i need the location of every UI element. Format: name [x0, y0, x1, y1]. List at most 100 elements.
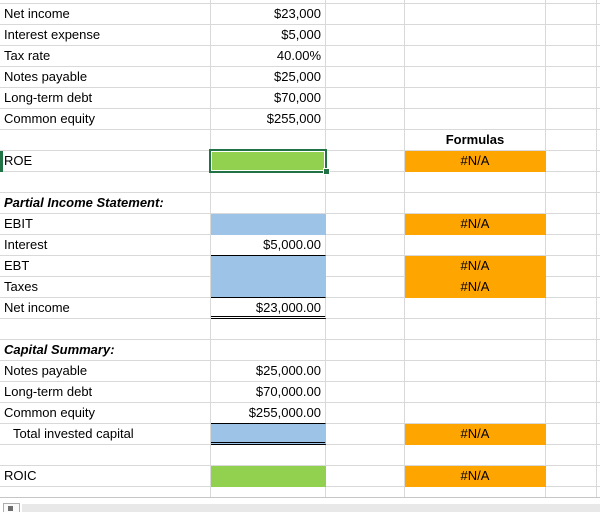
empty-cell[interactable] — [546, 109, 597, 130]
empty-cell[interactable] — [326, 25, 405, 46]
empty-cell[interactable] — [546, 340, 597, 361]
label-cell-long-term-debt[interactable]: Long-term debt — [0, 88, 211, 109]
roic-formula-cell[interactable]: #N/A — [405, 466, 546, 487]
empty-cell[interactable] — [211, 319, 326, 340]
empty-cell[interactable] — [597, 340, 600, 361]
empty-cell[interactable] — [211, 445, 326, 466]
empty-cell[interactable] — [326, 298, 405, 319]
long-term-debt-value-cell[interactable]: $70,000 — [211, 88, 326, 109]
empty-cell[interactable] — [326, 382, 405, 403]
empty-cell[interactable] — [326, 193, 405, 214]
label-cell-notes-payable[interactable]: Notes payable — [0, 67, 211, 88]
total-invested-capital-input-cell[interactable] — [211, 424, 326, 445]
horizontal-scrollbar[interactable] — [22, 504, 600, 512]
empty-cell[interactable] — [326, 256, 405, 277]
empty-cell[interactable] — [326, 445, 405, 466]
label-cell-common-equity[interactable]: Common equity — [0, 403, 211, 424]
roe-formula-cell[interactable]: #N/A — [405, 151, 546, 172]
empty-cell[interactable] — [546, 445, 597, 466]
label-cell-taxes[interactable]: Taxes — [0, 277, 211, 298]
empty-cell[interactable] — [326, 151, 405, 172]
fill-handle[interactable] — [323, 168, 330, 175]
total-invested-capital-formula-cell[interactable]: #N/A — [405, 424, 546, 445]
empty-cell[interactable] — [0, 445, 211, 466]
label-cell-ebt[interactable]: EBT — [0, 256, 211, 277]
empty-cell[interactable] — [326, 424, 405, 445]
empty-cell[interactable] — [546, 319, 597, 340]
empty-cell[interactable] — [597, 235, 600, 256]
empty-cell[interactable] — [326, 487, 405, 497]
empty-cell[interactable] — [326, 340, 405, 361]
empty-cell[interactable] — [597, 466, 600, 487]
empty-cell[interactable] — [546, 214, 597, 235]
empty-cell[interactable] — [597, 256, 600, 277]
empty-cell[interactable] — [405, 319, 546, 340]
roe-input-cell[interactable] — [211, 151, 326, 172]
empty-cell[interactable] — [546, 67, 597, 88]
empty-cell[interactable] — [546, 235, 597, 256]
empty-cell[interactable] — [211, 193, 326, 214]
empty-cell[interactable] — [597, 67, 600, 88]
empty-cell[interactable] — [211, 0, 326, 4]
empty-cell[interactable] — [211, 487, 326, 497]
empty-cell[interactable] — [597, 172, 600, 193]
long-term-debt-value-cell[interactable]: $70,000.00 — [211, 382, 326, 403]
tax-rate-value-cell[interactable]: 40.00% — [211, 46, 326, 67]
interest-value-cell[interactable]: $5,000.00 — [211, 235, 326, 256]
empty-cell[interactable] — [0, 319, 211, 340]
empty-cell[interactable] — [326, 46, 405, 67]
empty-cell[interactable] — [546, 256, 597, 277]
roic-input-cell[interactable] — [211, 466, 326, 487]
empty-cell[interactable] — [597, 319, 600, 340]
taxes-formula-cell[interactable]: #N/A — [405, 277, 546, 298]
empty-cell[interactable] — [0, 172, 211, 193]
label-cell-notes-payable[interactable]: Notes payable — [0, 361, 211, 382]
empty-cell[interactable] — [405, 25, 546, 46]
notes-payable-value-cell[interactable]: $25,000.00 — [211, 361, 326, 382]
label-cell-total-invested-capital[interactable]: Total invested capital — [0, 424, 211, 445]
empty-cell[interactable] — [546, 487, 597, 497]
common-equity-value-cell[interactable]: $255,000.00 — [211, 403, 326, 424]
net-income-value-cell[interactable]: $23,000.00 — [211, 298, 326, 319]
empty-cell[interactable] — [546, 466, 597, 487]
label-cell-net-income[interactable]: Net income — [0, 4, 211, 25]
empty-cell[interactable] — [597, 361, 600, 382]
empty-cell[interactable] — [546, 25, 597, 46]
empty-cell[interactable] — [0, 487, 211, 497]
empty-cell[interactable] — [597, 403, 600, 424]
empty-cell[interactable] — [405, 67, 546, 88]
formulas-header-cell[interactable]: Formulas — [405, 130, 546, 151]
empty-cell[interactable] — [0, 130, 211, 151]
empty-cell[interactable] — [405, 298, 546, 319]
empty-cell[interactable] — [326, 277, 405, 298]
empty-cell[interactable] — [326, 319, 405, 340]
empty-cell[interactable] — [597, 445, 600, 466]
empty-cell[interactable] — [405, 109, 546, 130]
empty-cell[interactable] — [597, 214, 600, 235]
empty-cell[interactable] — [546, 4, 597, 25]
empty-cell[interactable] — [597, 109, 600, 130]
empty-cell[interactable] — [405, 46, 546, 67]
sheet-nav-button[interactable] — [3, 503, 20, 512]
empty-cell[interactable] — [546, 382, 597, 403]
empty-cell[interactable] — [405, 235, 546, 256]
empty-cell[interactable] — [597, 277, 600, 298]
label-cell-capital-summary[interactable]: Capital Summary: — [0, 340, 211, 361]
empty-cell[interactable] — [597, 298, 600, 319]
empty-cell[interactable] — [326, 88, 405, 109]
empty-cell[interactable] — [326, 130, 405, 151]
empty-cell[interactable] — [597, 25, 600, 46]
empty-cell[interactable] — [405, 403, 546, 424]
empty-cell[interactable] — [326, 0, 405, 4]
empty-cell[interactable] — [546, 130, 597, 151]
label-cell-net-income[interactable]: Net income — [0, 298, 211, 319]
empty-cell[interactable] — [326, 172, 405, 193]
notes-payable-value-cell[interactable]: $25,000 — [211, 67, 326, 88]
ebit-formula-cell[interactable]: #N/A — [405, 214, 546, 235]
empty-cell[interactable] — [326, 109, 405, 130]
empty-cell[interactable] — [405, 340, 546, 361]
empty-cell[interactable] — [597, 46, 600, 67]
empty-cell[interactable] — [211, 172, 326, 193]
empty-cell[interactable] — [405, 193, 546, 214]
empty-cell[interactable] — [546, 0, 597, 4]
